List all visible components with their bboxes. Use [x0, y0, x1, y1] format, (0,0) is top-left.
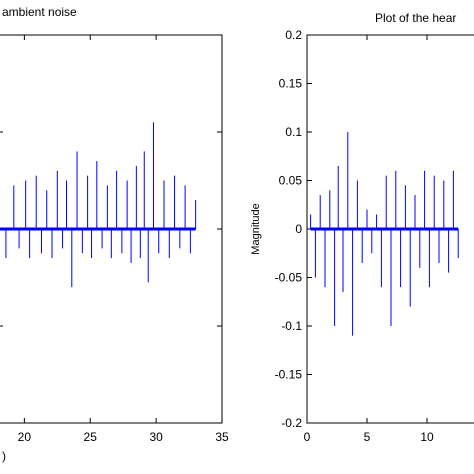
- right-chart-title: Plot of the hear: [375, 11, 456, 25]
- right-y-ticks: -0.2 -0.15 -0.1 -0.05 0 0.05 0.1 0.15 0.2: [275, 28, 312, 430]
- right-y-tick-label: -0.15: [275, 368, 303, 382]
- left-x-ticks: 20 25 30 35: [18, 35, 229, 444]
- right-y-tick-label: -0.1: [281, 319, 302, 333]
- right-y-axis-label: Magnitude: [250, 203, 262, 254]
- right-x-ticks: 0 5 10: [304, 35, 434, 444]
- right-series-heart: [310, 132, 459, 336]
- right-y-tick-label: -0.2: [281, 416, 302, 430]
- right-x-tick-label: 10: [420, 430, 434, 444]
- right-y-tick-label: -0.05: [275, 271, 303, 285]
- left-x-tick-label: 25: [84, 430, 98, 444]
- right-y-tick-label: 0.2: [285, 28, 302, 42]
- left-x-tick-label: 30: [149, 430, 163, 444]
- right-x-tick-label: 0: [304, 430, 311, 444]
- right-chart: Plot of the hear 0 5 10 -0.2 -0.15 -0.1 -0.05…: [250, 11, 474, 444]
- right-x-tick-label: 5: [364, 430, 371, 444]
- right-y-tick-label: 0: [295, 222, 302, 236]
- left-x-axis-label: ): [2, 449, 6, 463]
- left-x-tick-label: 20: [18, 430, 32, 444]
- right-y-tick-label: 0.05: [279, 174, 303, 188]
- right-y-tick-label: 0.1: [285, 125, 302, 139]
- left-chart: ambient noise 20 25 30 35 ): [0, 5, 229, 463]
- left-x-tick-label: 35: [215, 430, 229, 444]
- left-chart-title: ambient noise: [2, 5, 77, 19]
- left-series-noise: [0, 122, 197, 288]
- right-y-tick-label: 0.15: [279, 77, 303, 91]
